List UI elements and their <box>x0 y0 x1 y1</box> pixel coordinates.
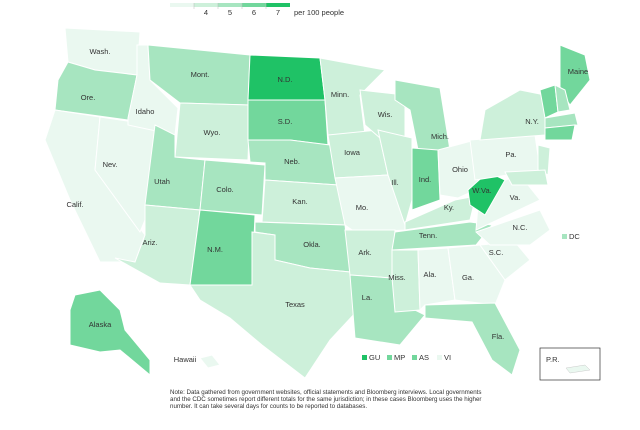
dc-swatch <box>562 234 567 239</box>
state <box>404 195 477 231</box>
state-label: Mo. <box>356 203 369 212</box>
state <box>504 169 549 186</box>
state-label: Neb. <box>284 157 300 166</box>
territory-swatch <box>437 355 442 360</box>
legend-unit: per 100 people <box>294 8 344 17</box>
territory-label: GU <box>369 353 380 362</box>
state-label: Hawaii <box>174 355 197 364</box>
state-label: Mont. <box>191 70 210 79</box>
state-label: Colo. <box>216 185 234 194</box>
state <box>411 147 441 211</box>
state <box>479 89 546 141</box>
state-label: N.M. <box>207 245 223 254</box>
state <box>189 231 359 379</box>
state-label: Alaska <box>89 320 112 329</box>
state-label: N.Y. <box>525 117 539 126</box>
state-label: Idaho <box>136 107 155 116</box>
territory-swatch <box>412 355 417 360</box>
state-label: Maine <box>568 67 588 76</box>
territory-swatch <box>362 355 367 360</box>
state-label: Fla. <box>492 332 505 341</box>
state-label: Ill. <box>391 178 399 187</box>
state <box>559 44 591 106</box>
state <box>391 249 421 313</box>
state-label: Minn. <box>331 90 349 99</box>
state-label: Texas <box>285 300 305 309</box>
territory-label: VI <box>444 353 451 362</box>
state-label: S.D. <box>278 117 293 126</box>
state <box>537 144 551 176</box>
legend-tick-label: 4 <box>204 8 208 17</box>
pr-box <box>539 347 601 381</box>
state-label: Nev. <box>103 160 118 169</box>
state-label: Ariz. <box>143 238 158 247</box>
dc-label: DC <box>569 232 580 241</box>
state-label: Iowa <box>344 148 361 157</box>
state-label: Tenn. <box>419 231 437 240</box>
state-label: Mich. <box>431 132 449 141</box>
state-label: Ga. <box>462 273 474 282</box>
state <box>475 209 551 246</box>
state-label: Miss. <box>388 273 406 282</box>
state-label: Va. <box>510 193 521 202</box>
state-label: Ala. <box>424 270 437 279</box>
state <box>174 102 251 161</box>
state-label: Calif. <box>66 200 83 209</box>
state <box>377 129 413 227</box>
state <box>424 302 521 376</box>
legend-swatch <box>242 3 266 7</box>
state <box>199 354 221 369</box>
legend-tick-label: 5 <box>228 8 232 17</box>
state <box>544 124 576 141</box>
state-label: Okla. <box>303 240 321 249</box>
state-label: Utah <box>154 177 170 186</box>
state-label: Ark. <box>358 248 371 257</box>
state-label: Ind. <box>419 175 432 184</box>
pr-label: P.R. <box>546 355 560 364</box>
state-label: S.C. <box>489 248 504 257</box>
territory-label: MP <box>394 353 405 362</box>
state-label: Ore. <box>81 93 96 102</box>
state <box>69 289 151 377</box>
state-label: N.C. <box>513 223 528 232</box>
legend-tick-label: 7 <box>276 8 280 17</box>
legend-swatch <box>170 3 194 7</box>
territory-label: AS <box>419 353 429 362</box>
state-label: Wyo. <box>203 128 220 137</box>
legend-swatch <box>194 3 218 7</box>
state-label: Wash. <box>90 47 111 56</box>
state-label: Ohio <box>452 165 468 174</box>
territory-swatch <box>387 355 392 360</box>
state <box>554 84 571 113</box>
state-label: Wis. <box>378 110 393 119</box>
state <box>544 112 579 129</box>
state-label: N.D. <box>278 75 293 84</box>
legend-tick-label: 6 <box>252 8 256 17</box>
state-label: La. <box>362 293 372 302</box>
state <box>417 247 456 312</box>
note: Note: Data gathered from government webs… <box>170 389 482 410</box>
legend-swatch <box>218 3 242 7</box>
state <box>447 244 506 306</box>
state-label: W.Va. <box>472 186 491 195</box>
legend-swatch <box>266 3 290 7</box>
state-label: Pa. <box>505 150 516 159</box>
pr-shape <box>565 364 591 374</box>
state-label: Kan. <box>292 197 307 206</box>
state-label: Ky. <box>444 203 454 212</box>
